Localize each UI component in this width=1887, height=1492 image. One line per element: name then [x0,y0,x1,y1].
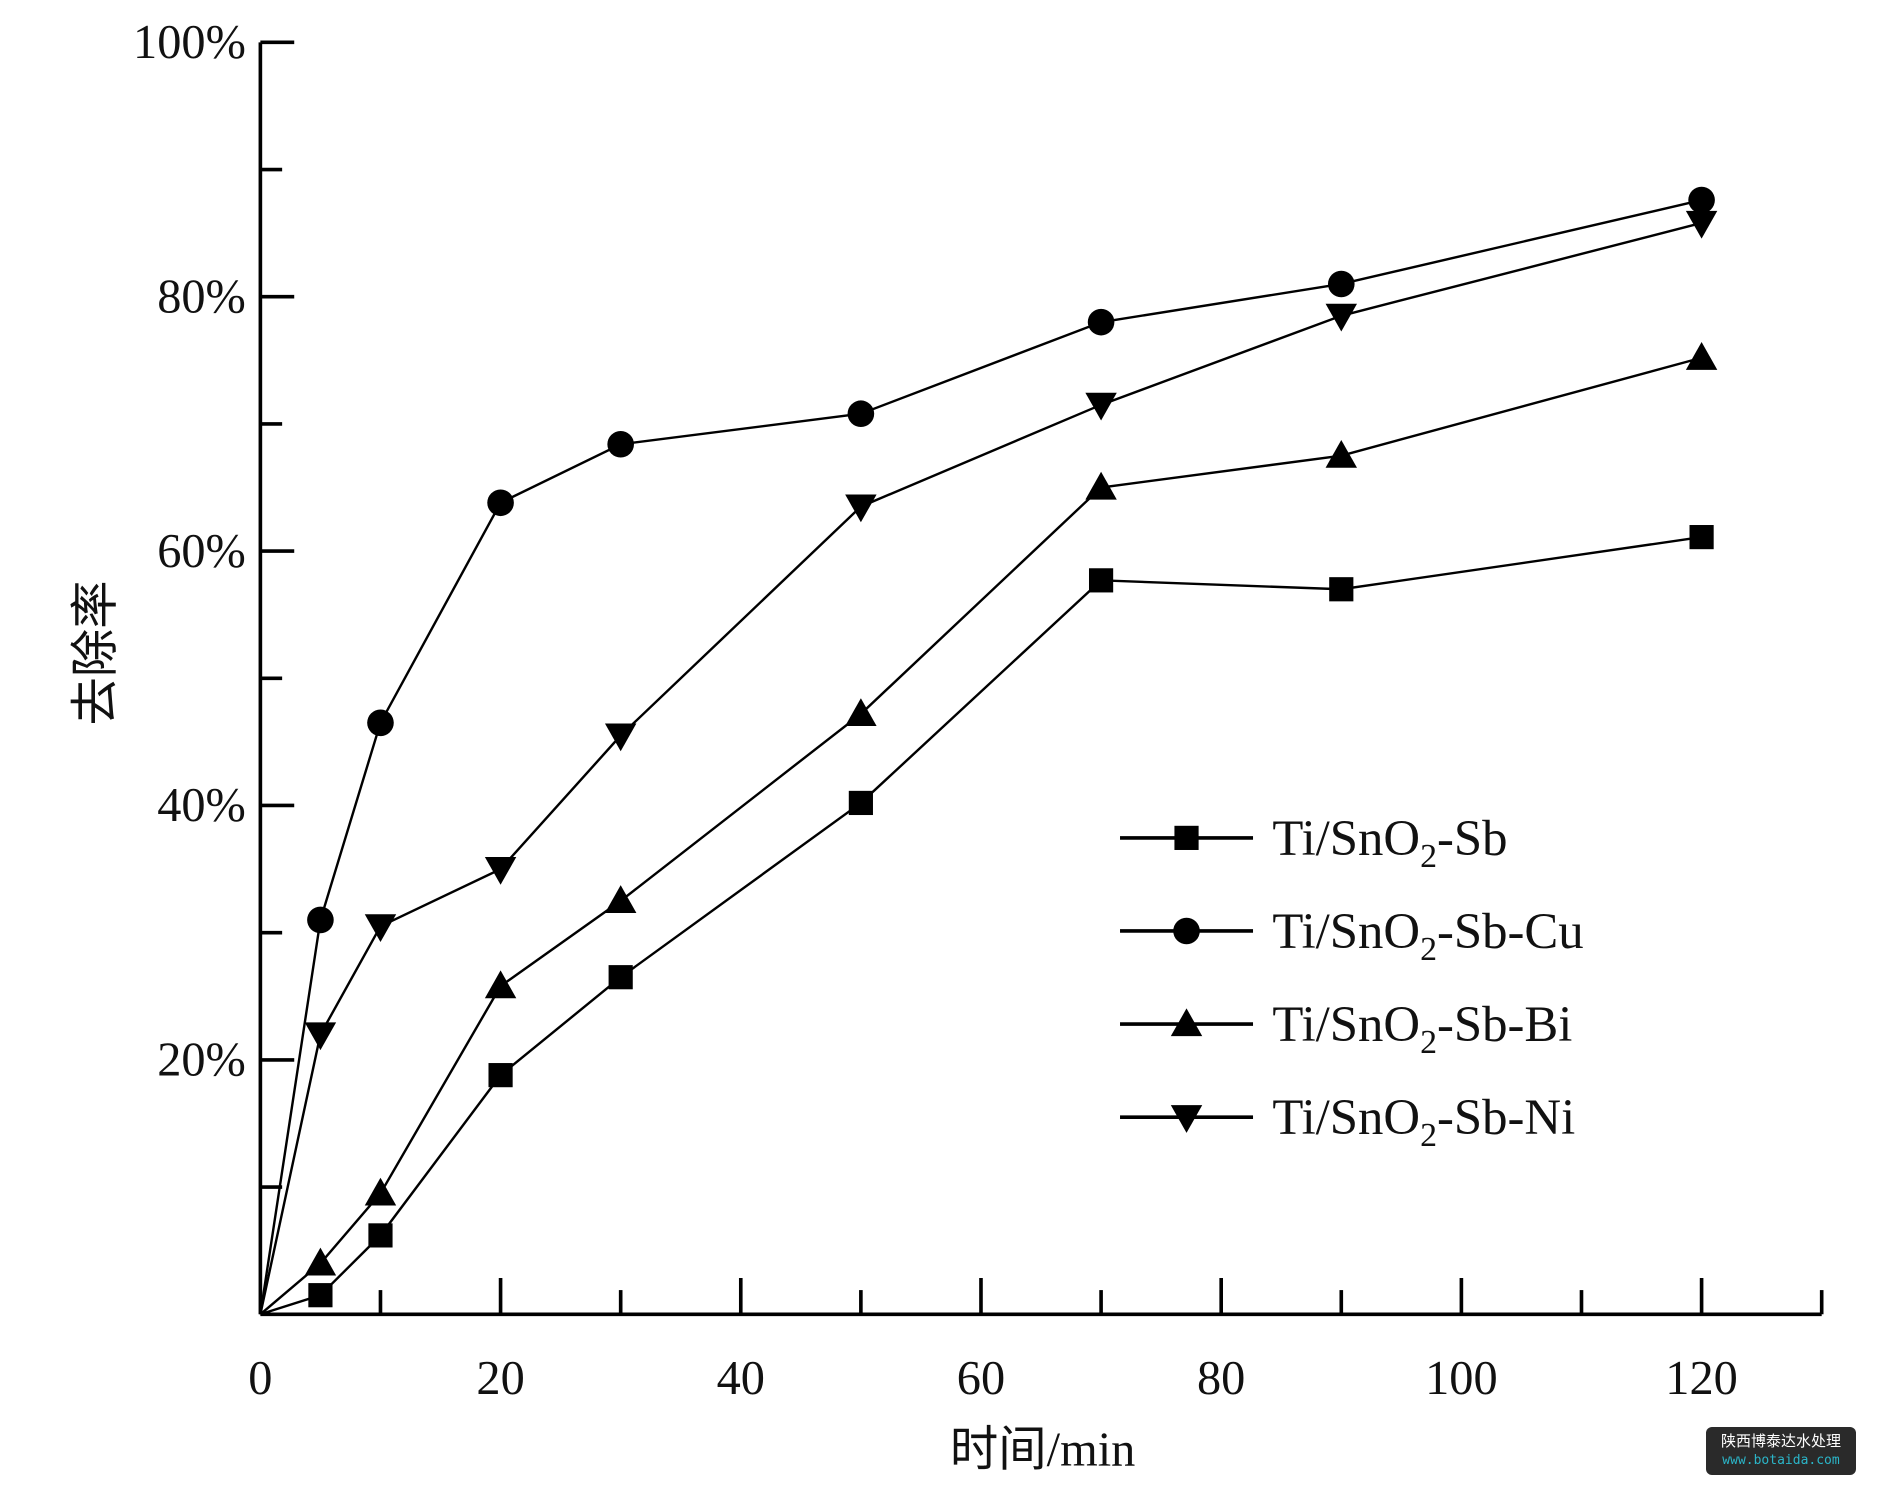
circle-marker [1688,186,1715,214]
x-axis-label: 时间/min [950,1423,1135,1476]
triangle-up-marker [484,970,517,999]
y-tick-label: 20% [157,1034,246,1087]
x-tick-label: 80 [1197,1352,1245,1405]
circle-marker [307,906,334,934]
triangle-up-marker [1325,439,1358,468]
x-tick-label: 0 [248,1352,272,1405]
triangle-up-marker [604,885,637,913]
circle-marker [1087,308,1115,336]
y-tick-label: 80% [157,270,246,323]
square-marker [368,1223,393,1248]
circle-marker [847,400,875,428]
series-triangle-up [259,342,1718,1316]
triangle-up-marker [1170,1008,1203,1037]
circle-marker [1173,917,1200,945]
triangle-down-marker [1170,1105,1203,1133]
series-line [259,221,1702,1315]
circle-marker [1327,270,1355,298]
series-line [259,198,1702,1315]
legend-item: Ti/SnO2-Sb-Bi [1120,996,1572,1061]
axes: 0 20 40 60 80 100 120 20% 40% 60% 80% 100% [133,16,1824,1405]
legend-label: Ti/SnO2-Sb-Bi [1272,996,1572,1061]
legend-label: Ti/SnO2-Sb [1272,810,1507,875]
legend-label: Ti/SnO2-Sb-Ni [1272,1089,1575,1154]
circle-marker [607,430,634,458]
triangle-down-marker [604,723,637,752]
square-marker [1689,525,1714,550]
series-triangle-down [259,210,1718,1315]
triangle-up-marker [364,1177,397,1206]
square-marker [1329,577,1354,602]
y-tick-label: 40% [157,779,246,832]
legend-item: Ti/SnO2-Sb [1120,810,1508,875]
triangle-up-marker [1085,471,1117,500]
legend-label: Ti/SnO2-Sb-Cu [1272,903,1583,968]
triangle-down-marker [1085,392,1117,421]
x-tick-label: 40 [717,1352,765,1405]
watermark-line2: www.botaida.com [1722,1453,1840,1468]
circle-marker [367,709,394,737]
x-tick-label: 120 [1665,1352,1738,1405]
watermark: 陕西博泰达水处理 www.botaida.com [1706,1427,1856,1475]
x-tick-label: 60 [957,1352,1005,1405]
series-square [260,525,1714,1316]
x-tick-label: 100 [1425,1352,1498,1405]
x-tick-label: 20 [476,1352,524,1405]
watermark-line1: 陕西博泰达水处理 [1720,1432,1841,1450]
triangle-down-marker [1325,303,1358,332]
y-axis-label: 去除率 [70,580,123,725]
triangle-up-marker [304,1247,337,1276]
legend-item: Ti/SnO2-Sb-Ni [1120,1089,1575,1154]
square-marker [608,965,633,990]
square-marker [1174,825,1199,850]
triangle-up-marker [845,698,877,726]
square-marker [1088,568,1114,593]
y-tick-label: 60% [157,525,246,578]
triangle-down-marker [845,494,877,523]
triangle-down-marker [1685,210,1718,239]
legend-item: Ti/SnO2-Sb-Cu [1120,903,1584,968]
square-marker [848,790,873,816]
y-tick-label: 100% [133,16,246,69]
square-marker [488,1063,513,1088]
legend: Ti/SnO2-Sb Ti/SnO2-Sb-Cu Ti/SnO2-Sb-Bi Ti/S… [1120,810,1584,1154]
circle-marker [487,489,514,517]
square-marker [308,1283,333,1308]
triangle-down-marker [484,856,517,885]
series-group [259,186,1718,1316]
triangle-down-marker [304,1022,337,1051]
triangle-up-marker [1685,342,1718,370]
series-circle [259,186,1715,1315]
triangle-down-marker [364,914,397,943]
